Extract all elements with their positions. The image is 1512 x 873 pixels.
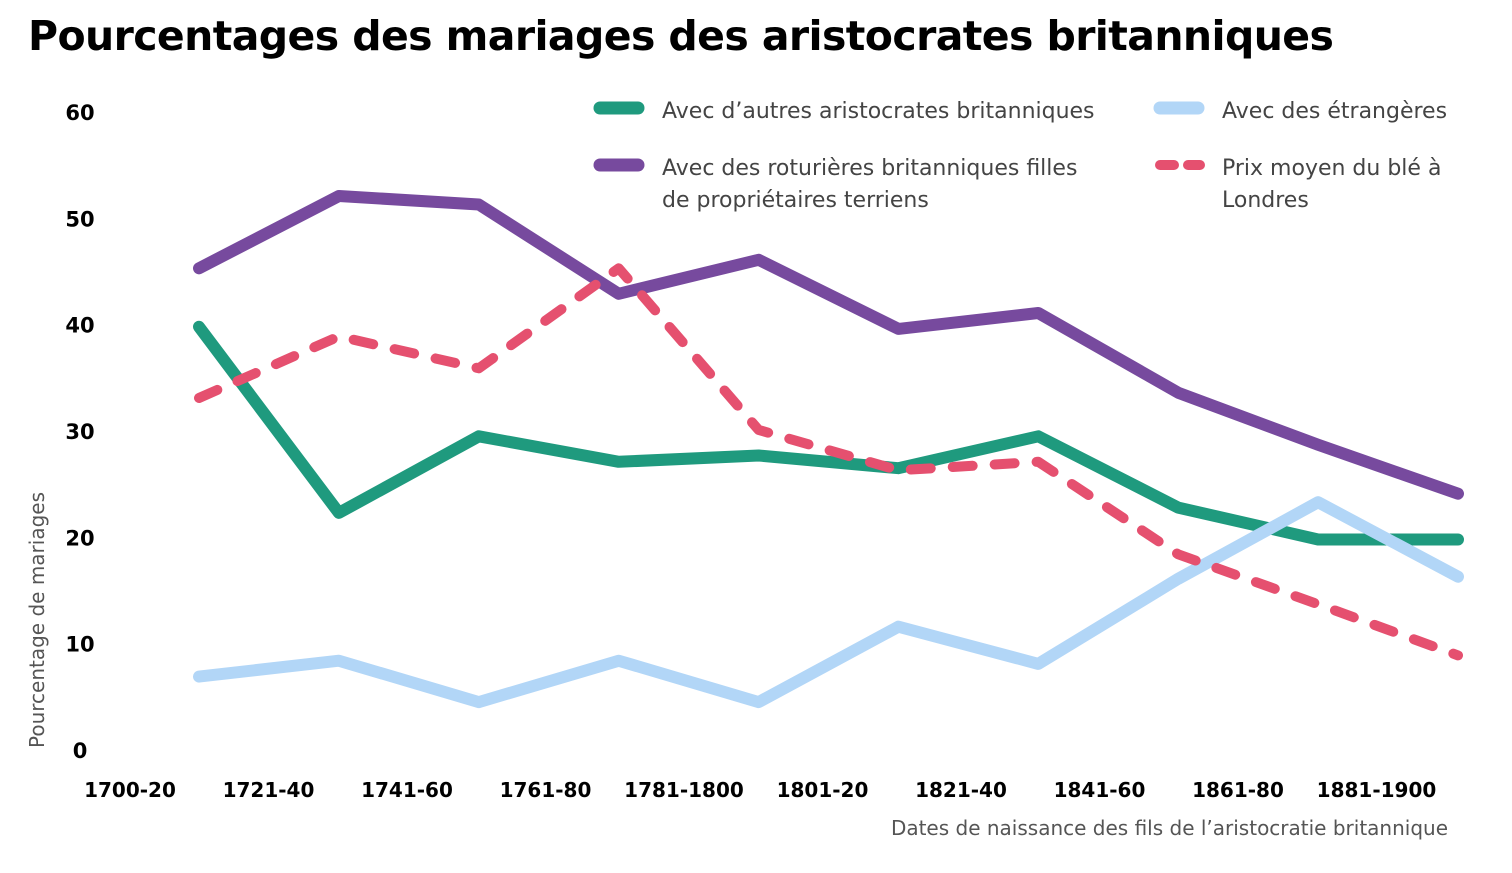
chart-title: Pourcentages des mariages des aristocrat… — [28, 12, 1334, 60]
y-tick-label: 0 — [73, 739, 88, 763]
y-tick-label: 20 — [65, 526, 94, 550]
legend-label: Prix moyen du blé à — [1222, 156, 1441, 181]
y-tick-label: 50 — [65, 207, 94, 231]
x-axis-ticks: 1700-20 1721-40 1741-60 1761-80 1781-1800 180… — [84, 778, 1436, 802]
y-tick-label: 60 — [65, 101, 94, 125]
x-tick-label: 1761-80 — [500, 778, 592, 802]
x-tick-label: 1781-1800 — [624, 778, 744, 802]
legend-label: Avec des étrangères — [1222, 99, 1447, 124]
series-line-0 — [193, 320, 1464, 546]
x-tick-label: 1801-20 — [777, 778, 869, 802]
x-tick-label: 1741-60 — [361, 778, 453, 802]
x-tick-label: 1821-40 — [915, 778, 1007, 802]
y-axis-ticks: 0 10 20 30 40 50 60 — [65, 101, 94, 763]
y-tick-label: 40 — [65, 314, 94, 338]
x-tick-label: 1721-40 — [223, 778, 315, 802]
series-lines — [193, 190, 1464, 709]
x-tick-label: 1841-60 — [1054, 778, 1146, 802]
legend-label: Avec des roturières britanniques filles — [662, 156, 1077, 181]
x-tick-label: 1700-20 — [84, 778, 176, 802]
legend-label: de propriétaires terriens — [662, 188, 929, 213]
series-line-1 — [193, 496, 1464, 709]
legend: Avec d’autres aristocrates britanniques A… — [593, 99, 1447, 213]
series-line-2 — [193, 190, 1464, 500]
legend-label: Avec d’autres aristocrates britanniques — [662, 99, 1095, 124]
y-tick-label: 30 — [65, 420, 94, 444]
x-axis-label: Dates de naissance des fils de l’aristoc… — [891, 816, 1448, 840]
series-line-3 — [194, 263, 1463, 661]
y-tick-label: 10 — [65, 633, 94, 657]
x-tick-label: 1861-80 — [1192, 778, 1284, 802]
y-axis-label: Pourcentage de mariages — [25, 492, 49, 748]
legend-label: Londres — [1222, 188, 1309, 213]
x-tick-label: 1881-1900 — [1317, 778, 1437, 802]
